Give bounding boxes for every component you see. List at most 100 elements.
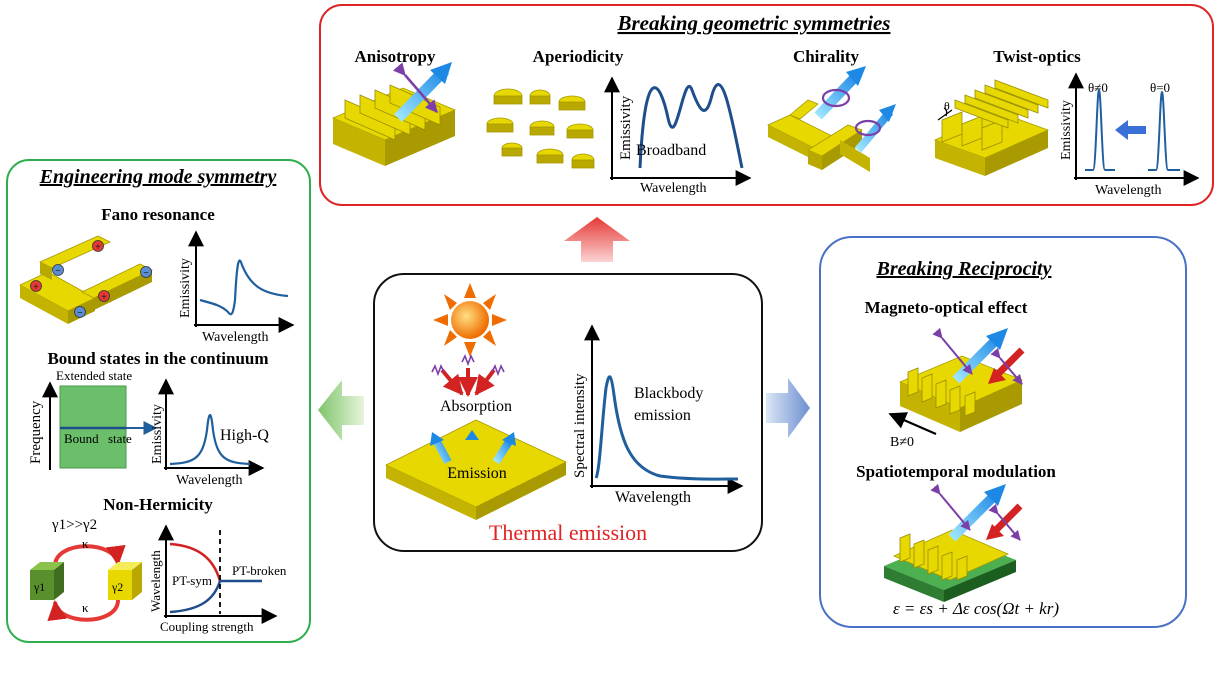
negative-charge-icon-3 — [140, 266, 152, 278]
sun-icon — [433, 283, 507, 357]
bic-frequency-label: Frequency — [28, 400, 44, 464]
right-arrow-icon — [766, 378, 810, 438]
polarization-arrow-icon — [392, 62, 438, 113]
thermal-panel-border — [373, 273, 763, 552]
magneto-heading: Magneto-optical effect — [865, 298, 1028, 317]
positive-charge-symbol-3: + — [101, 292, 107, 303]
ptsym-label: PT-sym — [172, 573, 212, 588]
chiral-structure — [767, 99, 870, 172]
spatiotemporal-heading: Spatiotemporal modulation — [856, 462, 1056, 481]
geometric-panel-border — [319, 4, 1214, 206]
bic-y-label: Emissivity — [150, 404, 165, 464]
gamma1-label: γ1 — [33, 580, 45, 594]
blackbody-y-label: Spectral intensity — [572, 373, 588, 478]
wave-packet-icons — [431, 354, 505, 377]
negative-charge-symbol-3: − — [143, 268, 149, 279]
emission-label: Emission — [447, 465, 507, 482]
fano-x-label: Wavelength — [202, 330, 269, 345]
reciprocity-panel-title: Breaking Reciprocity — [876, 258, 1052, 280]
modulated-grating — [884, 529, 1016, 602]
aperiodicity-heading: Aperiodicity — [533, 47, 624, 66]
negative-charge-symbol: − — [55, 266, 61, 277]
circular-polarization-icon — [821, 88, 851, 108]
nonherm-y-label: Wavelength — [148, 550, 163, 612]
thermal-emission-title: Thermal emission — [489, 520, 647, 545]
fano-curve — [199, 259, 289, 316]
blackbody-x-label: Wavelength — [615, 489, 691, 506]
modulation-equation: ε = εs + Δε cos(Ωt + kr) — [893, 599, 1059, 618]
highq-peak-curve — [169, 413, 251, 466]
absorption-arrows — [440, 368, 496, 397]
fano-y-label: Emissivity — [178, 258, 193, 318]
mode-panel-title: Engineering mode symmetry — [39, 166, 277, 188]
extended-state-label: Extended state — [56, 368, 132, 383]
shift-arrow-icon — [1115, 120, 1146, 140]
twisted-gratings — [933, 79, 1050, 176]
coupling-arrow-top — [53, 544, 126, 567]
broadband-label: Broadband — [636, 142, 706, 159]
twist-optics-heading: Twist-optics — [993, 47, 1081, 66]
positive-charge-icon — [92, 240, 104, 252]
positive-charge-symbol-2: + — [33, 282, 39, 293]
ptbroken-label: PT-broken — [232, 563, 287, 578]
chirality-beam-1 — [814, 70, 862, 120]
nonhermicity-heading: Non-Hermicity — [103, 495, 213, 514]
bound-label: Bound — [64, 431, 99, 446]
twist-x-label: Wavelength — [1095, 183, 1162, 198]
ptsym-upper-branch — [169, 542, 222, 582]
gain-cube — [30, 562, 64, 600]
gamma-relation-label: γ1>>γ2 — [51, 517, 97, 533]
twist-theta-label: θ — [944, 99, 950, 113]
chirality-beam-2 — [854, 109, 894, 153]
blackbody-label-line2: emission — [634, 407, 691, 424]
chirality-heading: Chirality — [793, 47, 860, 66]
spatio-polarization-icon-2 — [988, 503, 1021, 541]
twist-peak-shifted — [1085, 88, 1115, 171]
spatio-polarization-icon — [930, 483, 971, 531]
circular-polarization-icon-2 — [854, 119, 882, 137]
aperiodic-particles — [486, 88, 595, 169]
negative-charge-icon-2 — [74, 306, 86, 318]
kappa-bottom-label: κ — [82, 600, 89, 615]
twist-peak-original — [1148, 90, 1180, 171]
emitter-slab — [385, 419, 567, 520]
magnetic-field-arrow — [888, 412, 937, 436]
coupling-arrow-bottom — [47, 599, 120, 622]
positive-charge-icon-3 — [98, 290, 110, 302]
broadband-curve — [638, 83, 744, 169]
fano-heading: Fano resonance — [101, 205, 215, 224]
magneto-polarization-icon — [932, 327, 973, 375]
magneto-polarization-icon-2 — [990, 347, 1023, 385]
mode-panel-border — [6, 159, 311, 643]
kappa-top-label: κ — [82, 536, 89, 551]
blackbody-curve — [594, 375, 739, 481]
bfield-label: B≠0 — [890, 435, 914, 450]
positive-charge-symbol: + — [95, 242, 101, 253]
nonherm-x-label: Coupling strength — [160, 619, 254, 634]
bic-heading: Bound states in the continuum — [47, 349, 268, 368]
blackbody-label-line1: Blackbody — [634, 385, 703, 402]
highq-label: High-Q — [220, 427, 269, 444]
gamma2-label: γ2 — [111, 580, 123, 594]
ptsym-lower-branch — [169, 580, 222, 614]
positive-charge-icon-2 — [30, 280, 42, 292]
anisotropy-heading: Anisotropy — [355, 47, 436, 66]
up-arrow-icon — [564, 217, 630, 262]
negative-charge-symbol-2: − — [77, 308, 83, 319]
negative-charge-icon — [52, 264, 64, 276]
twist-y-label: Emissivity — [1059, 100, 1074, 160]
reciprocity-panel-border — [819, 236, 1187, 628]
emission-beams — [430, 430, 516, 465]
geometric-panel-title: Breaking geometric symmetries — [617, 11, 891, 35]
absorption-label: Absorption — [440, 398, 512, 415]
state-label: state — [108, 431, 132, 446]
aperiodicity-x-label: Wavelength — [640, 181, 707, 196]
aperiodicity-y-label: Emissivity — [618, 95, 634, 160]
bic-x-label: Wavelength — [176, 473, 243, 488]
theta-neq-label: θ≠0 — [1088, 80, 1108, 95]
theta-eq-label: θ=0 — [1150, 80, 1170, 95]
loss-cube — [108, 562, 142, 600]
twist-angle-icon — [937, 107, 953, 121]
left-arrow-icon — [318, 380, 364, 441]
